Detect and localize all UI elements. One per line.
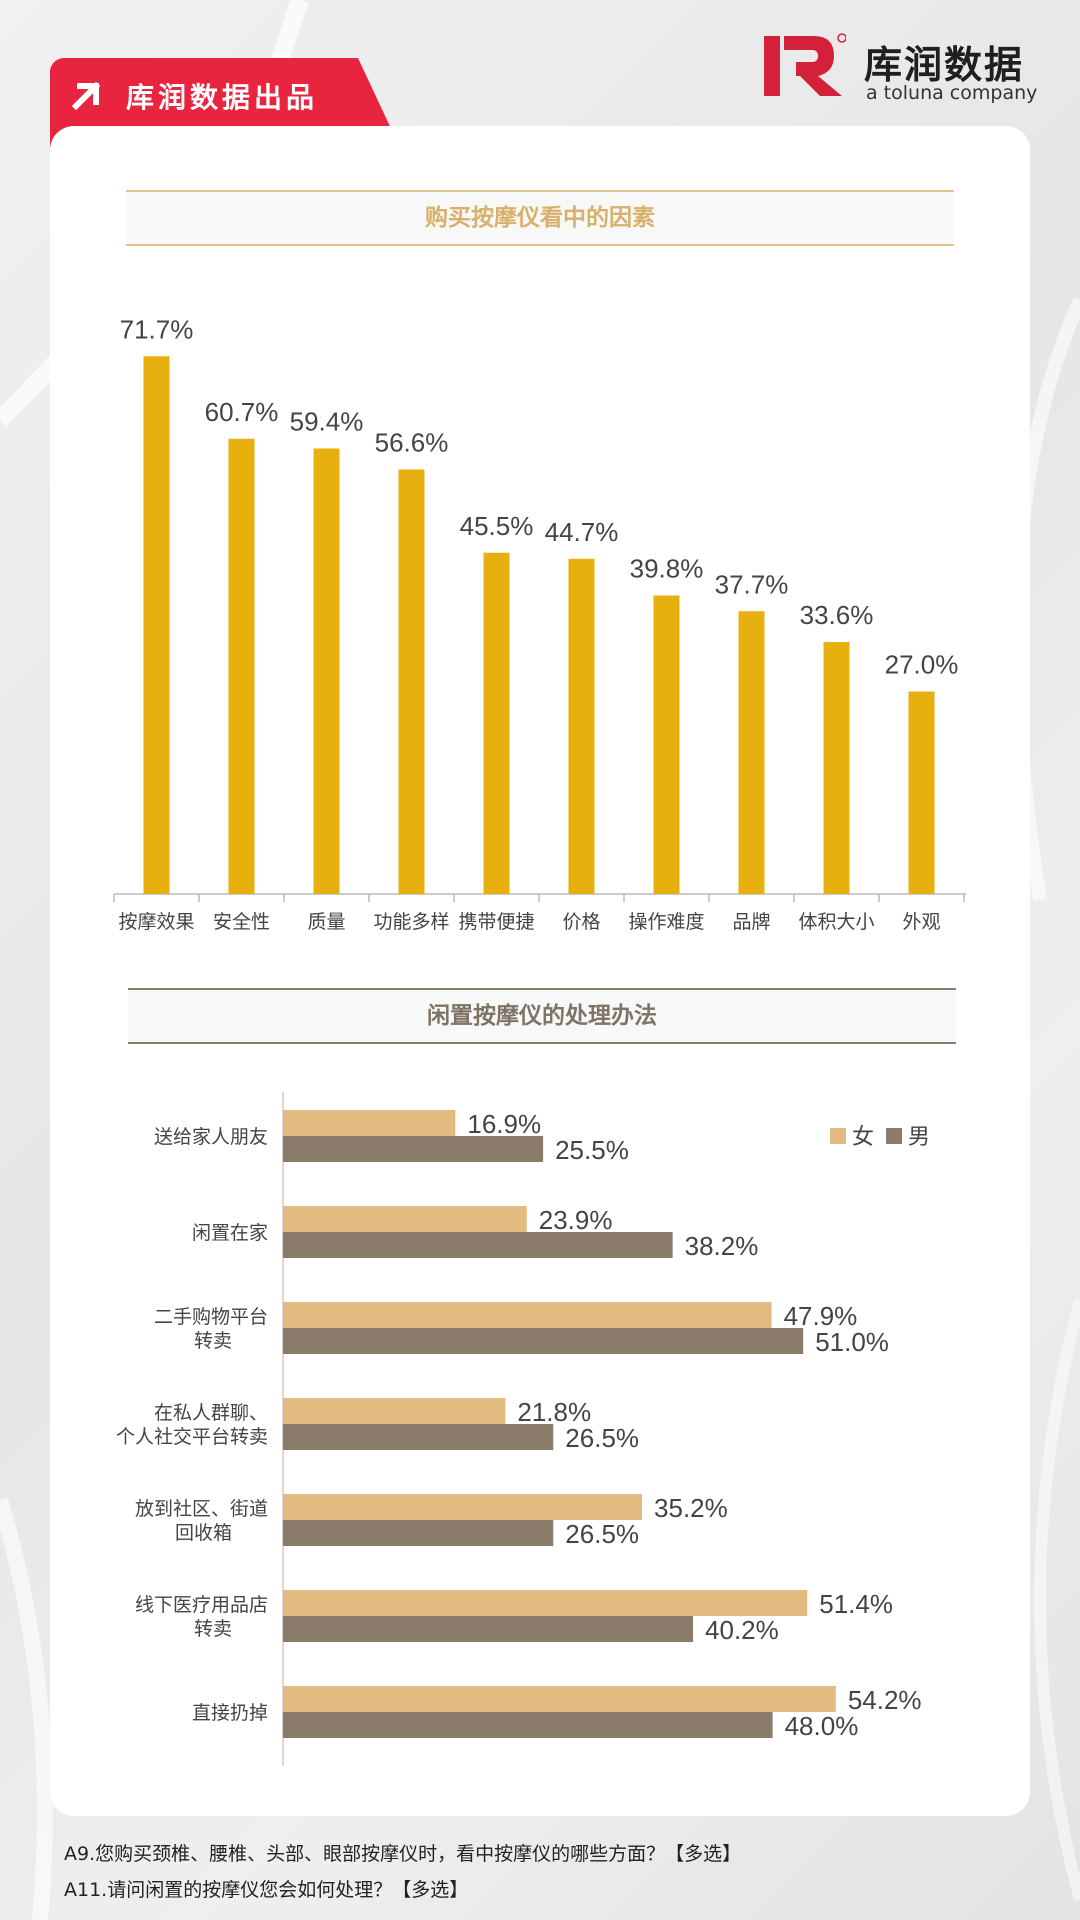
bar-value-label: 44.7% [545,517,619,547]
bar-male-7 [283,1712,773,1738]
legend-label-male: 男 [908,1125,930,1150]
question-a11: A11.请问闲置的按摩仪您会如何处理？【多选】 [64,1879,469,1901]
bar-6 [568,558,595,894]
bar-male-1 [283,1136,544,1162]
x-tick-label: 外观 [902,911,940,933]
survey-questions: A9.您购买颈椎、腰椎、头部、眼部按摩仪时，看中按摩仪的哪些方面？【多选】 A1… [64,1836,741,1908]
x-tick-label: 携带便捷 [458,911,534,933]
y-tick-label: 在私人群聊、 [154,1402,268,1424]
bar-value-label: 56.6% [375,428,449,458]
bar-value-label: 26.5% [565,1519,639,1549]
bar-value-label: 59.4% [290,407,364,437]
bar-3 [313,448,340,894]
legend-label-female: 女 [852,1125,874,1150]
y-tick-label: 回收箱 [175,1522,232,1544]
bar-value-label: 51.4% [819,1589,893,1619]
bar-8 [738,611,765,894]
x-tick-label: 品牌 [732,911,770,933]
x-tick-label: 价格 [562,911,600,933]
legend-swatch-male [886,1128,902,1144]
charts-canvas: 71.7% 按摩效果 60.7% 安全性 59.4% 质量 56.6% 功能多样 45.5% 携带… [113,314,966,1766]
brand-logo: 库润数据 a toluna company [762,32,1042,112]
bar-value-label: 21.8% [517,1397,591,1427]
bar-female-3 [283,1302,772,1328]
bar-value-label: 23.9% [539,1205,613,1235]
logo-name: 库润数据 [864,43,1025,87]
bar-4 [398,469,425,894]
bar-male-2 [283,1232,673,1258]
y-tick-label: 二手购物平台 [154,1306,268,1328]
y-tick-label: 线下医疗用品店 [135,1594,268,1616]
bar-value-label: 38.2% [685,1231,759,1261]
bar-1 [143,356,170,894]
x-tick-label: 功能多样 [373,911,449,933]
bar-value-label: 27.0% [885,650,959,680]
bar-value-label: 26.5% [565,1423,639,1453]
source-label: 库润数据出品 [126,81,319,114]
chart-title-factors: 购买按摩仪看中的因素 [126,190,954,246]
bar-female-4 [283,1398,506,1424]
x-tick-label: 体积大小 [798,911,874,933]
bar-value-label: 37.7% [715,569,789,599]
y-tick-label: 转卖 [194,1618,232,1640]
bar-value-label: 25.5% [555,1135,629,1165]
y-tick-label: 放到社区、街道 [135,1498,268,1520]
bar-female-6 [283,1590,808,1616]
bar-male-4 [283,1424,554,1450]
bar-value-label: 16.9% [467,1109,541,1139]
bar-9 [823,642,850,894]
content-card: 购买按摩仪看中的因素 闲置按摩仪的处理办法 71.7% 按摩效果 60.7% 安全性 5… [50,126,1030,1816]
bar-value-label: 35.2% [654,1493,728,1523]
bar-female-7 [283,1686,836,1712]
bar-value-label: 71.7% [120,314,194,344]
bar-2 [228,438,255,894]
legend-swatch-female [830,1128,846,1144]
y-tick-label: 送给家人朋友 [154,1126,268,1148]
logo-tagline: a toluna company [866,82,1038,104]
arrow-up-right-icon [71,81,101,111]
y-tick-label: 闲置在家 [192,1222,268,1244]
bar-male-5 [283,1520,554,1546]
bar-7 [653,595,680,894]
x-tick-label: 操作难度 [628,911,704,933]
bar-value-label: 45.5% [460,511,534,541]
y-tick-label: 个人社交平台转卖 [116,1426,268,1448]
kr-logo-icon [764,33,846,96]
bar-10 [908,691,935,894]
bar-value-label: 39.8% [630,554,704,584]
x-tick-label: 安全性 [213,911,270,933]
y-tick-label: 转卖 [194,1330,232,1352]
bar-value-label: 47.9% [784,1301,858,1331]
x-tick-label: 质量 [307,911,345,933]
bar-female-2 [283,1206,527,1232]
bar-value-label: 51.0% [815,1327,889,1357]
bar-male-3 [283,1328,804,1354]
bar-value-label: 33.6% [800,600,874,630]
bar-value-label: 40.2% [705,1615,779,1645]
bar-female-1 [283,1110,456,1136]
bar-value-label: 48.0% [785,1711,859,1741]
x-tick-label: 按摩效果 [118,911,194,933]
chart-title-disposal: 闲置按摩仪的处理办法 [128,988,956,1044]
bar-value-label: 54.2% [848,1685,922,1715]
bar-value-label: 60.7% [205,397,279,427]
bar-male-6 [283,1616,694,1642]
question-a9: A9.您购买颈椎、腰椎、头部、眼部按摩仪时，看中按摩仪的哪些方面？【多选】 [64,1843,742,1865]
bar-female-5 [283,1494,643,1520]
y-tick-label: 直接扔掉 [192,1702,268,1724]
bar-5 [483,552,510,894]
